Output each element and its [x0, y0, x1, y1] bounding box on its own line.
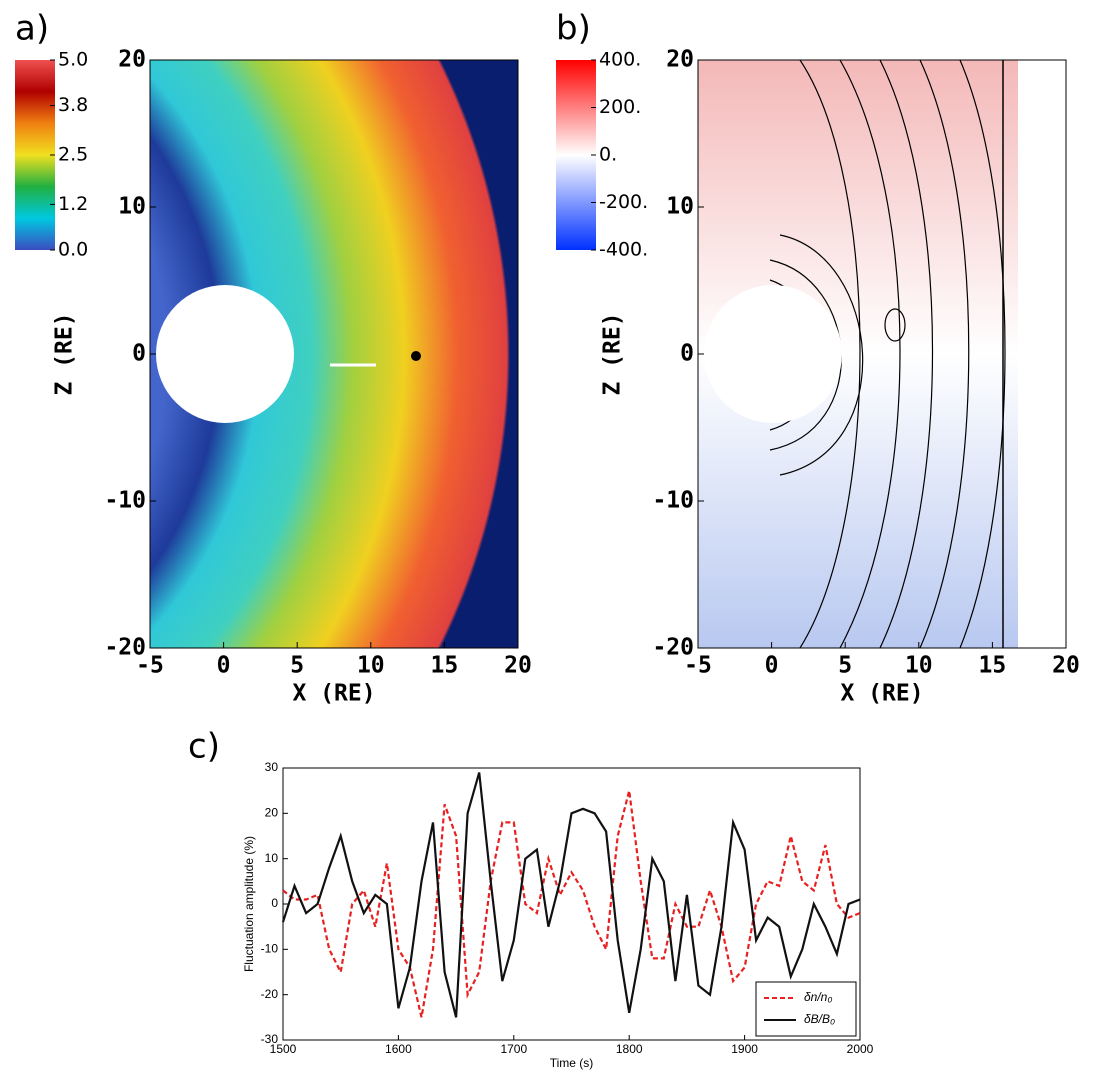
- x-tick-label: 1700: [500, 1042, 527, 1056]
- colorbar-tick-label: 400.: [599, 49, 641, 71]
- y-axis-label: Z (RE): [600, 312, 626, 395]
- y-tick-label: -10: [104, 488, 146, 514]
- panel-label: b): [556, 9, 591, 49]
- x-tick-label: 1900: [731, 1042, 758, 1056]
- y-tick-label: 30: [265, 760, 279, 774]
- x-tick-label: 20: [504, 653, 532, 679]
- y-axis-label: Z (RE): [52, 312, 78, 395]
- x-tick-label: 15: [979, 653, 1007, 679]
- y-tick-label: 10: [118, 194, 146, 220]
- colorbar-tick-label: 200.: [599, 96, 641, 118]
- y-tick-label: 20: [118, 47, 146, 73]
- y-tick-label: -20: [104, 635, 146, 661]
- x-axis-label: Time (s): [550, 1056, 594, 1070]
- x-tick-label: 5: [838, 653, 852, 679]
- panel-a-image: [150, 60, 518, 648]
- x-tick-label: -5: [136, 653, 164, 679]
- y-tick-label: -20: [261, 987, 279, 1001]
- series-line: [281, 772, 861, 1018]
- y-tick-label: 10: [666, 194, 694, 220]
- series-line: [282, 790, 861, 1018]
- colorbar-tick-label: 0.0: [58, 239, 88, 261]
- x-tick-label: 15: [431, 653, 459, 679]
- x-axis-label: X (RE): [292, 681, 375, 707]
- x-tick-label: 0: [217, 653, 231, 679]
- y-axis-label: Fluctuation amplitude (%): [242, 836, 256, 972]
- x-tick-label: 0: [765, 653, 779, 679]
- colorbar: [15, 60, 55, 250]
- colorbar: [556, 60, 596, 250]
- colorbar-tick-label: -200.: [599, 191, 648, 213]
- colorbar-tick-label: 2.5: [58, 144, 88, 166]
- panel-label: c): [188, 727, 220, 767]
- x-tick-label: 2000: [847, 1042, 874, 1056]
- x-tick-label: 5: [290, 653, 304, 679]
- legend-label: δB/B₀: [804, 1012, 835, 1026]
- y-tick-label: -20: [652, 635, 694, 661]
- colorbar-tick-label: 3.8: [58, 94, 88, 116]
- legend-box: [755, 981, 857, 1037]
- panel-b-image: [698, 60, 1066, 648]
- y-tick-label: 10: [265, 851, 279, 865]
- colorbar-tick-label: 0.: [599, 144, 617, 166]
- y-tick-label: 20: [265, 806, 279, 820]
- y-tick-label: 0: [680, 341, 694, 367]
- x-tick-label: 20: [1052, 653, 1080, 679]
- y-tick-label: 0: [132, 341, 146, 367]
- colorbar-tick-label: 1.2: [58, 193, 88, 215]
- x-axis-label: X (RE): [840, 681, 923, 707]
- y-tick-label: 20: [666, 47, 694, 73]
- x-tick-label: 1500: [270, 1042, 297, 1056]
- x-tick-label: 1800: [616, 1042, 643, 1056]
- x-tick-label: 10: [905, 653, 933, 679]
- y-tick-label: -10: [261, 942, 279, 956]
- x-tick-label: 10: [357, 653, 385, 679]
- colorbar-tick-label: 5.0: [58, 49, 88, 71]
- x-tick-label: 1600: [385, 1042, 412, 1056]
- panel-label: a): [15, 9, 49, 49]
- legend-label: δn/n₀: [804, 990, 832, 1004]
- y-tick-label: 0: [271, 896, 278, 910]
- x-tick-label: -5: [684, 653, 712, 679]
- y-tick-label: -30: [261, 1032, 279, 1046]
- colorbar-tick-label: -400.: [599, 239, 648, 261]
- y-tick-label: -10: [652, 488, 694, 514]
